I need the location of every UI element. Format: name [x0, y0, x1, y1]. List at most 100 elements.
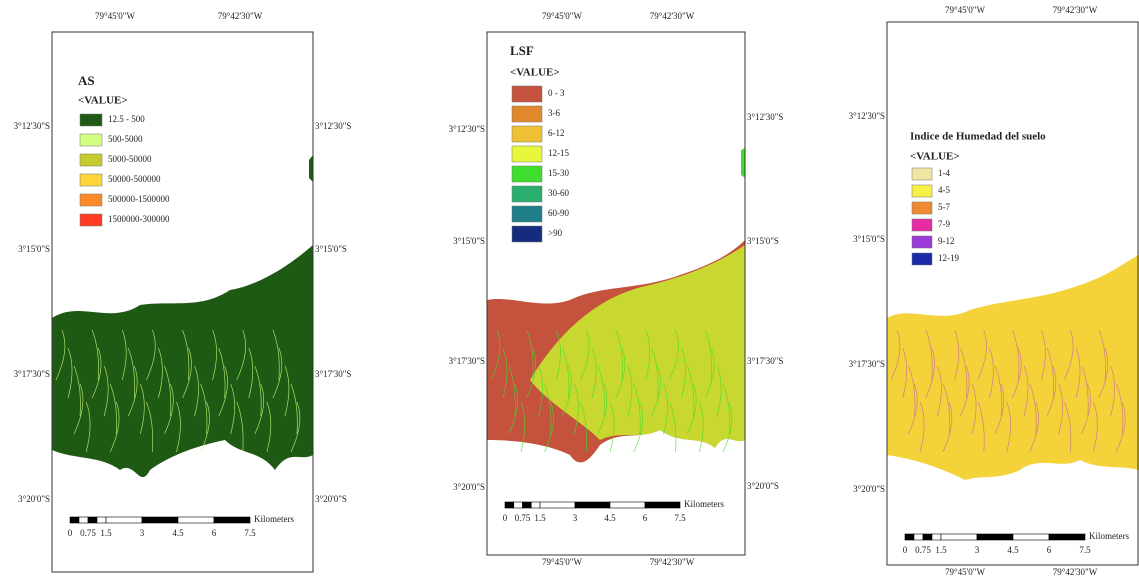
scale-segment: [645, 502, 680, 508]
scale-unit: Kilometers: [1089, 531, 1129, 541]
scale-segment: [214, 517, 250, 523]
legend-label: 7-9: [938, 219, 950, 229]
scale-label: 7.5: [1079, 545, 1091, 555]
scale-label: 1.5: [100, 528, 112, 538]
scale-segment: [505, 502, 514, 508]
latitude-label: 3°20'0"S: [747, 481, 779, 491]
legend-label: 0 - 3: [548, 88, 565, 98]
latitude-label: 3°15'0"S: [853, 234, 885, 244]
longitude-label: 79°45'0"W: [542, 557, 582, 567]
map-panel: 79°45'0"W 79°42'30"W 79°45'0"W 79°42'30"W 3°…: [849, 5, 1139, 577]
longitude-label: 79°42'30"W: [1053, 567, 1098, 577]
latitude-label: 3°15'0"S: [453, 236, 485, 246]
scale-label: 0: [503, 513, 508, 523]
scale-segment: [1049, 534, 1085, 540]
legend-subtitle: <VALUE>: [510, 67, 560, 79]
legend-label: 6-12: [548, 128, 565, 138]
longitude-label: 79°42'30"W: [218, 11, 263, 21]
legend-label: >90: [548, 228, 563, 238]
latitude-label: 3°12'30"S: [315, 121, 351, 131]
scale-segment: [88, 517, 97, 523]
legend-label: 15-30: [548, 168, 569, 178]
scale-segment: [178, 517, 214, 523]
scale-segment: [523, 502, 532, 508]
terrain: [309, 155, 313, 182]
legend-swatch: [512, 166, 542, 182]
legend-swatch: [80, 214, 102, 226]
latitude-label: 3°17'30"S: [747, 356, 783, 366]
legend-label: 12.5 - 500: [108, 114, 145, 124]
map-panel: 79°45'0"W 79°42'30"W 3°12'30"S 3°15'0"S 3°17…: [14, 11, 352, 572]
longitude-label: 79°42'30"W: [1053, 5, 1098, 15]
legend-label: 4-5: [938, 185, 950, 195]
legend-label: 1-4: [938, 168, 950, 178]
scale-label: 7.5: [244, 528, 256, 538]
scale-segment: [610, 502, 645, 508]
scale-label: 0: [903, 545, 908, 555]
legend-swatch: [912, 236, 932, 248]
scale-segment: [142, 517, 178, 523]
legend-title: LSF: [510, 43, 534, 58]
legend-swatch: [912, 168, 932, 180]
latitude-label: 3°12'30"S: [747, 112, 783, 122]
scale-label: 4.5: [172, 528, 184, 538]
legend-title: Indice de Humedad del suelo: [910, 131, 1046, 143]
longitude-label: 79°45'0"W: [945, 567, 985, 577]
legend-label: 50000-500000: [108, 174, 161, 184]
latitude-label: 3°20'0"S: [315, 494, 347, 504]
scale-unit: Kilometers: [684, 499, 724, 509]
scale-label: 3: [140, 528, 145, 538]
scale-segment: [79, 517, 88, 523]
scale-segment: [97, 517, 106, 523]
legend-subtitle: <VALUE>: [910, 151, 960, 163]
scale-segment: [575, 502, 610, 508]
longitude-label: 79°45'0"W: [945, 5, 985, 15]
legend-swatch: [80, 114, 102, 126]
latitude-label: 3°20'0"S: [453, 482, 485, 492]
legend-swatch: [912, 253, 932, 265]
legend-subtitle: <VALUE>: [78, 95, 128, 107]
longitude-label: 79°45'0"W: [542, 11, 582, 21]
legend-swatch: [912, 185, 932, 197]
latitude-label: 3°15'0"S: [747, 236, 779, 246]
legend-swatch: [512, 146, 542, 162]
scale-segment: [905, 534, 914, 540]
scale-segment: [514, 502, 523, 508]
legend-label: 1500000-300000: [108, 214, 170, 224]
scale-label: 0: [68, 528, 73, 538]
legend-label: 500-5000: [108, 134, 143, 144]
scale-label: 6: [1047, 545, 1052, 555]
latitude-label: 3°17'30"S: [14, 369, 50, 379]
latitude-label: 3°12'30"S: [849, 111, 885, 121]
scale-label: 3: [975, 545, 980, 555]
terrain: [52, 245, 313, 477]
scale-label: 1.5: [534, 513, 546, 523]
legend-swatch: [512, 86, 542, 102]
scale-segment: [540, 502, 575, 508]
latitude-label: 3°15'0"S: [18, 244, 50, 254]
terrain: [741, 148, 745, 178]
scale-label: 0.75: [515, 513, 531, 523]
legend-swatch: [912, 219, 932, 231]
scale-segment: [70, 517, 79, 523]
terrain: [887, 255, 1139, 480]
legend-swatch: [512, 186, 542, 202]
scale-label: 0.75: [915, 545, 931, 555]
legend-swatch: [512, 126, 542, 142]
legend-label: 500000-1500000: [108, 194, 170, 204]
latitude-label: 3°12'30"S: [449, 124, 485, 134]
scale-segment: [1013, 534, 1049, 540]
latitude-label: 3°17'30"S: [449, 356, 485, 366]
longitude-label: 79°45'0"W: [95, 11, 135, 21]
legend-label: 9-12: [938, 236, 955, 246]
scale-segment: [106, 517, 142, 523]
legend-label: 30-60: [548, 188, 569, 198]
legend-label: 12-15: [548, 148, 569, 158]
longitude-label: 79°42'30"W: [650, 11, 695, 21]
legend-swatch: [80, 174, 102, 186]
legend-label: 12-19: [938, 253, 959, 263]
scale-label: 3: [573, 513, 578, 523]
longitude-label: 79°42'30"W: [650, 557, 695, 567]
scale-label: 0.75: [80, 528, 96, 538]
scale-label: 4.5: [604, 513, 616, 523]
